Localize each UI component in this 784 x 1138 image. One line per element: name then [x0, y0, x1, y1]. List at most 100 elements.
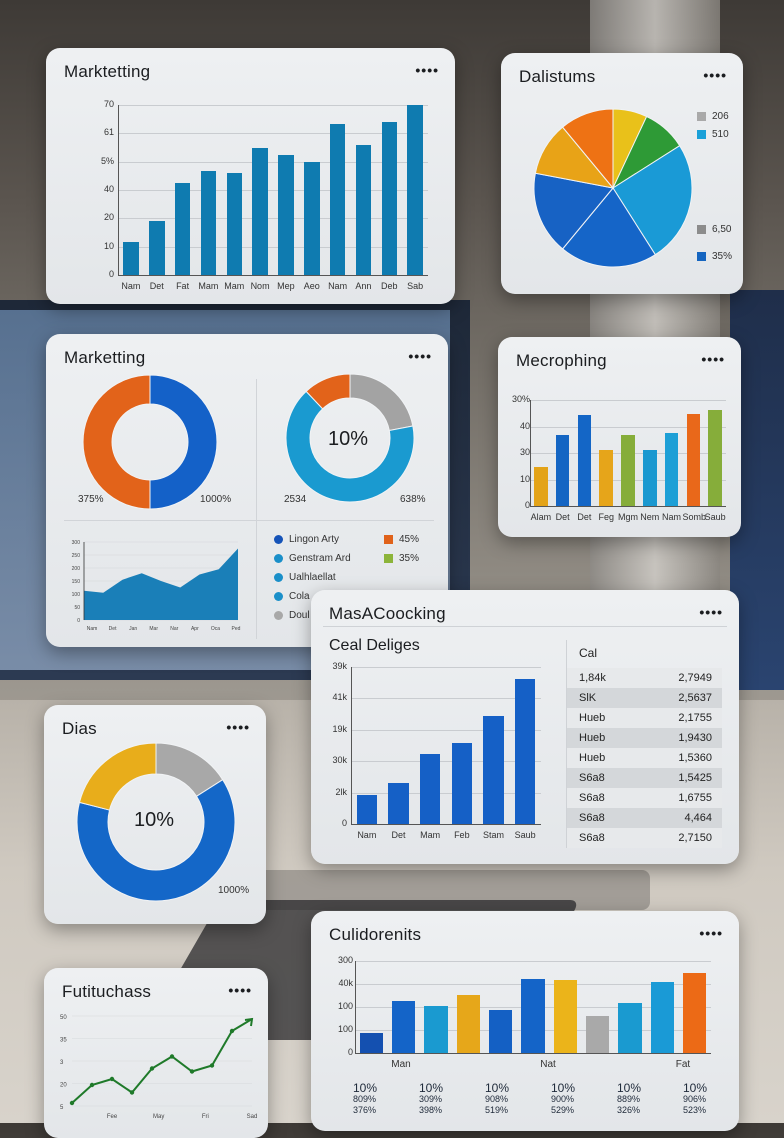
bar[interactable] — [355, 145, 372, 275]
pie-slice[interactable] — [285, 390, 415, 503]
pie-slice[interactable] — [149, 374, 218, 510]
bar[interactable] — [483, 716, 504, 824]
pie-slice[interactable] — [533, 172, 614, 250]
line-point[interactable] — [229, 1028, 235, 1034]
legend-item: Lingon Arty — [274, 534, 339, 545]
table-cell-name: 1,84k — [579, 672, 606, 684]
pie-slice[interactable] — [82, 374, 151, 510]
more-menu-icon[interactable]: •••• — [228, 982, 252, 998]
bar[interactable] — [356, 794, 378, 824]
line-point[interactable] — [109, 1076, 115, 1082]
bar[interactable] — [304, 161, 320, 275]
bar[interactable] — [388, 783, 409, 824]
table-cell-value: 2,5637 — [678, 692, 712, 704]
pie-slice[interactable] — [561, 108, 614, 190]
bar[interactable] — [391, 1001, 416, 1053]
line-point[interactable] — [89, 1082, 95, 1088]
bar[interactable] — [488, 1010, 513, 1053]
legend-pct-item: 35% — [384, 553, 419, 564]
x-tick-label: Sab — [407, 281, 424, 291]
svg-text:35: 35 — [60, 1038, 67, 1044]
bar[interactable] — [226, 173, 242, 275]
more-menu-icon[interactable]: •••• — [699, 604, 723, 620]
bar[interactable] — [174, 182, 191, 275]
bar[interactable] — [200, 171, 217, 275]
bar[interactable] — [278, 154, 294, 275]
bar[interactable] — [123, 241, 139, 275]
legend-item: 6,50 — [697, 224, 731, 235]
bar[interactable] — [650, 982, 675, 1053]
bar[interactable] — [599, 450, 613, 506]
more-menu-icon[interactable]: •••• — [408, 348, 432, 364]
gridline — [118, 105, 428, 106]
bar-chart: 0 10 30 40 30% Alam Det Det Feg Mgm Nem Nam Somb Saub — [498, 337, 741, 537]
table-row[interactable]: S6a8 4,464 — [567, 808, 722, 828]
table-row[interactable]: S6a8 1,5425 — [567, 768, 722, 788]
bar[interactable] — [419, 754, 441, 824]
line-point[interactable] — [189, 1069, 195, 1074]
bar[interactable] — [553, 980, 577, 1053]
donut2-center-label: 10% — [328, 428, 369, 450]
line-point[interactable] — [129, 1090, 135, 1095]
pie-slice[interactable] — [612, 144, 693, 256]
legend-label: Doul — [289, 610, 310, 621]
bar[interactable] — [708, 409, 722, 506]
line-point[interactable] — [69, 1100, 75, 1106]
table-row[interactable]: Hueb 1,9430 — [567, 728, 722, 748]
bar[interactable] — [359, 1033, 383, 1053]
bar[interactable] — [252, 147, 268, 275]
pie-slice[interactable] — [561, 187, 657, 268]
gridline — [351, 792, 541, 794]
y-tick-label: 30k — [332, 755, 347, 766]
bar[interactable] — [534, 467, 548, 506]
bar[interactable] — [621, 434, 635, 506]
table-row[interactable]: Hueb 1,5360 — [567, 748, 722, 768]
table-row[interactable]: S6a8 1,6755 — [567, 788, 722, 808]
table-cell-name: Hueb — [579, 732, 606, 744]
bar[interactable] — [618, 1003, 642, 1053]
table-row[interactable]: 1,84k 2,7949 — [567, 668, 722, 688]
bar[interactable] — [664, 432, 679, 506]
bar[interactable] — [514, 678, 536, 824]
bar[interactable] — [456, 995, 480, 1053]
more-menu-icon[interactable]: •••• — [699, 925, 723, 941]
data-table: Cal 1,84k 2,7949 SlK 2,5637 Hueb 2,1755 Hueb 1,… — [566, 640, 722, 848]
x-tick-label: Nam — [662, 512, 682, 522]
pie-slice[interactable] — [349, 373, 414, 432]
more-menu-icon[interactable]: •••• — [226, 719, 250, 735]
y-tick-label: 39k — [332, 661, 347, 671]
bar[interactable] — [329, 123, 346, 275]
bar[interactable] — [586, 1016, 610, 1053]
bar[interactable] — [381, 121, 397, 275]
table-row[interactable]: SlK 2,5637 — [567, 688, 722, 708]
more-menu-icon[interactable]: •••• — [701, 351, 725, 367]
bar[interactable] — [683, 973, 707, 1053]
svg-text:Nam: Nam — [87, 626, 98, 632]
pie-slice[interactable] — [305, 373, 351, 410]
table-row[interactable]: S6a8 2,7150 — [567, 828, 722, 848]
bar[interactable] — [407, 105, 423, 275]
table-cell-value: 1,9430 — [678, 732, 712, 744]
legend-label: Cola — [289, 591, 310, 602]
more-menu-icon[interactable]: •••• — [415, 62, 439, 78]
bar[interactable] — [686, 413, 701, 506]
line-point[interactable] — [169, 1054, 175, 1059]
x-tick-label: Man — [391, 1059, 411, 1070]
stat-secondary: 900% — [551, 1094, 575, 1104]
table-row[interactable]: Hueb 2,1755 — [567, 708, 722, 728]
bar[interactable] — [451, 742, 473, 824]
stat-secondary: 908% — [485, 1094, 509, 1104]
line-point[interactable] — [209, 1063, 215, 1068]
more-menu-icon[interactable]: •••• — [703, 67, 727, 83]
bar[interactable] — [424, 1006, 448, 1053]
bar[interactable] — [643, 450, 657, 506]
line-point[interactable] — [149, 1066, 155, 1071]
bar[interactable] — [555, 434, 570, 506]
svg-text:Det: Det — [109, 626, 117, 632]
bar[interactable] — [577, 415, 592, 506]
pie-slice[interactable] — [78, 742, 157, 811]
bar[interactable] — [521, 979, 545, 1053]
table-cell-value: 1,6755 — [678, 792, 712, 804]
pie-slice[interactable] — [76, 778, 236, 902]
bar[interactable] — [149, 220, 165, 275]
